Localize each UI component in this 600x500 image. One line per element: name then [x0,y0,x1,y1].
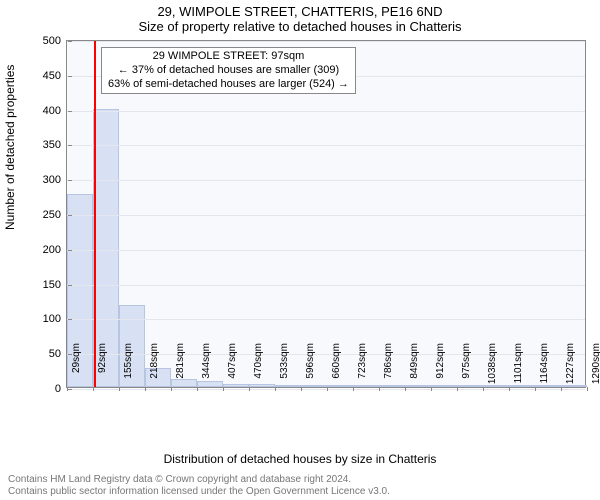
x-tick-mark [535,387,536,391]
x-tick-mark [145,387,146,391]
y-tick: 350 [31,139,67,151]
x-tick: 533sqm [279,343,290,393]
grid-line [67,285,585,286]
x-tick-mark [119,387,120,391]
y-tick: 450 [31,70,67,82]
x-tick-mark [405,387,406,391]
y-tick: 500 [31,35,67,47]
grid-line [67,145,585,146]
subject-marker-line [94,41,96,387]
annotation-line2: ← 37% of detached houses are smaller (30… [108,64,349,78]
x-tick-mark [67,387,68,391]
x-tick-mark [223,387,224,391]
x-tick-mark [353,387,354,391]
x-tick: 344sqm [201,343,212,393]
x-tick: 975sqm [461,343,472,393]
x-tick-mark [431,387,432,391]
grid-line [67,41,585,42]
x-tick: 155sqm [123,343,134,393]
x-tick: 912sqm [435,343,446,393]
footer-line2: Contains public sector information licen… [8,486,592,498]
x-tick: 1101sqm [513,343,524,393]
x-tick: 1164sqm [539,343,550,393]
grid-line [67,215,585,216]
x-tick-mark [249,387,250,391]
x-tick: 92sqm [97,343,108,393]
x-tick: 218sqm [149,343,160,393]
x-tick-mark [379,387,380,391]
x-tick: 596sqm [305,343,316,393]
x-tick-mark [197,387,198,391]
x-tick: 470sqm [253,343,264,393]
x-tick-mark [327,387,328,391]
x-tick-mark [587,387,588,391]
y-tick: 250 [31,209,67,221]
x-tick: 1038sqm [487,343,498,393]
footer-line1: Contains HM Land Registry data © Crown c… [8,474,592,486]
grid-line [67,111,585,112]
grid-line [67,319,585,320]
grid-line [67,250,585,251]
x-tick: 786sqm [383,343,394,393]
grid-line [67,354,585,355]
annotation-line3: 63% of semi-detached houses are larger (… [108,78,349,92]
x-tick-mark [93,387,94,391]
annotation-box: 29 WIMPOLE STREET: 97sqm← 37% of detache… [101,47,356,94]
y-tick: 100 [31,313,67,325]
x-tick-mark [483,387,484,391]
x-axis-label: Distribution of detached houses by size … [0,452,600,466]
annotation-line1: 29 WIMPOLE STREET: 97sqm [108,50,349,64]
x-tick: 281sqm [175,343,186,393]
y-tick: 300 [31,174,67,186]
x-tick-mark [275,387,276,391]
histogram-plot: 05010015020025030035040045050029sqm92sqm… [66,40,586,388]
x-tick: 407sqm [227,343,238,393]
x-tick: 29sqm [71,343,82,393]
grid-line [67,180,585,181]
x-tick: 849sqm [409,343,420,393]
y-tick: 400 [31,105,67,117]
x-tick-mark [561,387,562,391]
chart-title-line1: 29, WIMPOLE STREET, CHATTERIS, PE16 6ND [0,4,600,19]
x-tick: 1290sqm [591,343,600,393]
y-axis-label: Number of detached properties [3,65,17,230]
y-tick: 150 [31,279,67,291]
x-tick-mark [509,387,510,391]
attribution-footer: Contains HM Land Registry data © Crown c… [8,474,592,498]
x-tick: 1227sqm [565,343,576,393]
x-tick: 660sqm [331,343,342,393]
x-tick: 723sqm [357,343,368,393]
x-tick-mark [171,387,172,391]
y-tick: 50 [31,348,67,360]
x-tick-mark [301,387,302,391]
y-tick: 0 [31,383,67,395]
chart-title-line2: Size of property relative to detached ho… [0,19,600,34]
x-tick-mark [457,387,458,391]
y-tick: 200 [31,244,67,256]
chart-title-block: 29, WIMPOLE STREET, CHATTERIS, PE16 6ND … [0,0,600,34]
